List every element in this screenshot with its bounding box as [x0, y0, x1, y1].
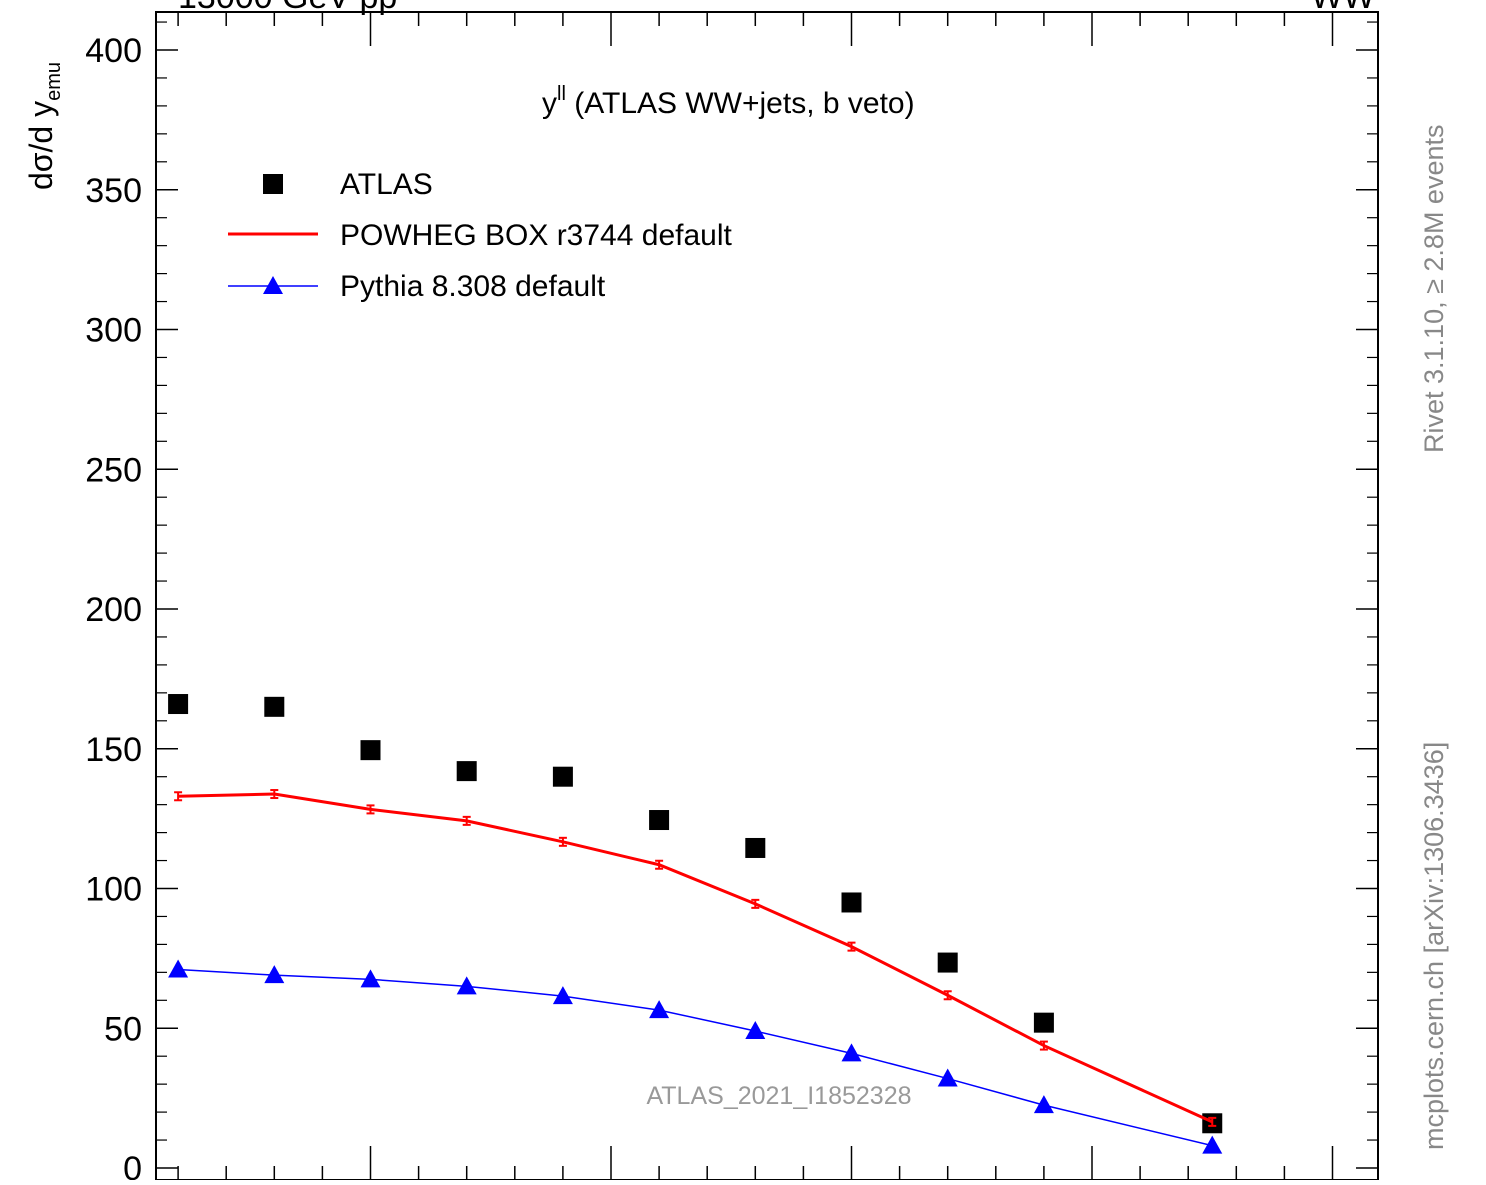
- mcplots-label-group: mcplots.cern.ch [arXiv:1306.3436]: [1419, 742, 1449, 1150]
- plot-area: [168, 694, 1223, 1154]
- atlas-data-point: [360, 740, 381, 761]
- pythia-data-point: [1033, 1095, 1054, 1114]
- chart-title-superscript: ll: [557, 83, 566, 105]
- pythia-data-point: [937, 1068, 958, 1087]
- y-axis-label-main: dσ/d y: [23, 101, 59, 190]
- chart-title-main: y: [542, 87, 557, 120]
- rivet-label-group: Rivet 3.1.10, ≥ 2.8M events: [1419, 125, 1449, 453]
- y-tick-label: 150: [85, 731, 142, 769]
- rivet-label: Rivet 3.1.10, ≥ 2.8M events: [1419, 125, 1449, 453]
- legend-marker-atlas: [263, 174, 283, 194]
- pythia-data-point: [1202, 1135, 1223, 1154]
- atlas-data-point: [937, 952, 958, 973]
- y-tick-label: 300: [85, 312, 142, 350]
- y-tick-label: 400: [85, 32, 142, 70]
- pythia-data-point: [745, 1021, 766, 1040]
- header-right-text: WW: [1311, 0, 1375, 16]
- header-left-text: 13000 GeV pp: [178, 0, 397, 16]
- pythia-data-point: [649, 1000, 670, 1019]
- legend-label-powheg: POWHEG BOX r3744 default: [340, 219, 732, 252]
- pythia-data-point: [841, 1043, 862, 1062]
- legend-label-atlas: ATLAS: [340, 168, 433, 201]
- legend: ATLAS POWHEG BOX r3744 default Pythia 8.…: [228, 168, 732, 303]
- pythia-data-point: [264, 965, 285, 984]
- svg-text:dσ/d yemu: dσ/d yemu: [23, 62, 65, 190]
- atlas-data-point: [264, 696, 285, 717]
- pythia-data-point: [552, 986, 573, 1005]
- chart-title-rest: (ATLAS WW+jets, b veto): [566, 87, 915, 120]
- pythia-data-point: [168, 959, 189, 978]
- legend-label-pythia: Pythia 8.308 default: [340, 270, 606, 303]
- atlas-data-point: [649, 810, 670, 831]
- axes-group: 0 50 100 150 200 250 300 350 400: [85, 12, 1378, 1185]
- y-axis-label: dσ/d yemu: [23, 62, 65, 190]
- mcplots-label: mcplots.cern.ch [arXiv:1306.3436]: [1419, 742, 1449, 1150]
- atlas-data-point: [1033, 1012, 1054, 1033]
- y-tick-label: 100: [85, 871, 142, 909]
- powheg-curve: [178, 792, 1213, 1124]
- y-tick-label: 50: [104, 1010, 142, 1048]
- atlas-data-point: [168, 694, 189, 715]
- legend-marker-pythia: [263, 276, 283, 294]
- atlas-data-point: [552, 766, 573, 787]
- atlas-data-point: [841, 892, 862, 913]
- y-tick-label: 0: [123, 1150, 142, 1180]
- y-tick-label: 250: [85, 451, 142, 489]
- y-axis-label-subscript: emu: [43, 62, 65, 101]
- chart-title: yll (ATLAS WW+jets, b veto): [542, 83, 915, 120]
- pythia-curve: [178, 968, 1213, 1147]
- pythia-data-point: [456, 976, 477, 995]
- pythia-data-point: [360, 969, 381, 988]
- y-tick-label: 350: [85, 172, 142, 210]
- y-tick-label: 200: [85, 591, 142, 629]
- analysis-id-label: ATLAS_2021_I1852328: [646, 1082, 911, 1110]
- atlas-data-point: [456, 761, 477, 782]
- atlas-data-point: [745, 837, 766, 858]
